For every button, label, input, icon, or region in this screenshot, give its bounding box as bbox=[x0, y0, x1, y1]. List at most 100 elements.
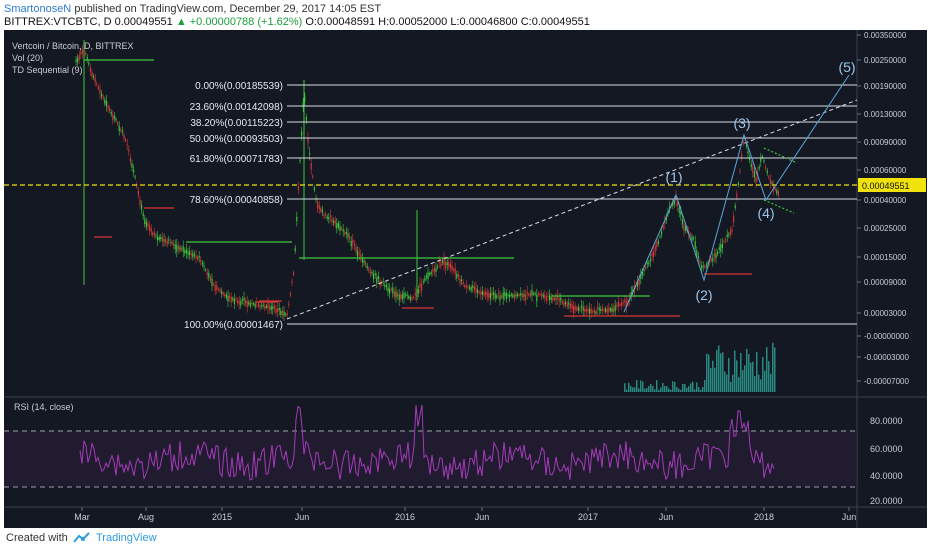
candle-body bbox=[739, 170, 741, 172]
candle-body bbox=[246, 300, 248, 308]
candle-body bbox=[758, 166, 760, 169]
candle-body bbox=[456, 273, 458, 279]
candle-body bbox=[81, 49, 83, 54]
volume-bar bbox=[670, 389, 672, 392]
volume-bar bbox=[718, 345, 720, 392]
volume-bar bbox=[640, 380, 642, 392]
volume-bar bbox=[642, 381, 644, 392]
volume-bar bbox=[646, 387, 648, 392]
ohlc-line: BITTREX:VTCBTC, D 0.00049551 ▲ +0.000007… bbox=[4, 16, 590, 28]
volume-bar bbox=[770, 373, 772, 392]
volume-bar bbox=[768, 361, 770, 392]
candle-body bbox=[425, 275, 427, 278]
candle-body bbox=[669, 206, 671, 209]
candle-body bbox=[390, 288, 392, 290]
candle-body bbox=[326, 216, 328, 219]
volume-bar bbox=[730, 381, 732, 392]
candle-body bbox=[579, 308, 581, 311]
candle-body bbox=[350, 240, 352, 247]
candle-body bbox=[357, 250, 359, 257]
candle-body bbox=[385, 285, 387, 287]
candle-body bbox=[126, 144, 128, 146]
candle-body bbox=[560, 297, 562, 301]
candle-body bbox=[283, 311, 285, 317]
chart-canvas[interactable]: 0.00%(0.00185539) 23.60%(0.00142098) 38.20… bbox=[4, 30, 927, 528]
candle-body bbox=[368, 268, 370, 271]
volume-bar bbox=[636, 380, 638, 392]
candle-body bbox=[177, 246, 179, 249]
rsi-tick-label: 80.0000 bbox=[870, 416, 903, 426]
volume-bar bbox=[706, 353, 708, 392]
candle-body bbox=[187, 251, 189, 255]
candle-body bbox=[675, 196, 677, 201]
candle-body bbox=[123, 135, 125, 139]
candle-body bbox=[141, 204, 143, 210]
candle-body bbox=[678, 207, 680, 213]
candle-body bbox=[461, 279, 463, 281]
candle-body bbox=[320, 208, 322, 212]
candle-body bbox=[673, 200, 675, 204]
candle-body bbox=[755, 177, 757, 184]
candle-body bbox=[777, 191, 779, 196]
candle-body bbox=[752, 166, 754, 173]
candle-body bbox=[585, 308, 587, 312]
volume-bar bbox=[684, 383, 686, 392]
candle-body bbox=[619, 303, 621, 306]
candle-body bbox=[726, 234, 728, 237]
candle-body bbox=[557, 295, 559, 299]
candle-body bbox=[173, 243, 175, 246]
candle-body bbox=[235, 298, 237, 300]
candle-body bbox=[701, 265, 703, 269]
candle-body bbox=[465, 285, 467, 288]
author-link[interactable]: SmartonoseN bbox=[4, 3, 72, 15]
candle-body bbox=[174, 244, 176, 250]
candle-body bbox=[723, 240, 725, 242]
candle-body bbox=[613, 307, 615, 313]
price-tick-label: -0.00000000 bbox=[864, 332, 909, 341]
price-tick-label: 0.00025000 bbox=[864, 224, 907, 233]
candle-body bbox=[243, 297, 245, 301]
candle-body bbox=[113, 115, 115, 119]
candle-body bbox=[115, 118, 117, 121]
candle-body bbox=[475, 287, 477, 293]
candle-body bbox=[509, 294, 511, 298]
candle-body bbox=[171, 242, 173, 244]
wave-path bbox=[623, 74, 850, 313]
volume-bar bbox=[710, 367, 712, 392]
candle-body bbox=[515, 294, 517, 297]
volume-bar bbox=[652, 385, 654, 392]
volume-bar bbox=[774, 347, 776, 392]
chart-frame[interactable]: 0.00%(0.00185539) 23.60%(0.00142098) 38.20… bbox=[4, 30, 927, 528]
volume-bar bbox=[666, 386, 668, 392]
candle-body bbox=[349, 236, 351, 239]
candle-body bbox=[182, 246, 184, 252]
candle-body bbox=[374, 273, 376, 276]
candle-body bbox=[77, 57, 79, 63]
candle-body bbox=[725, 239, 727, 241]
candle-body bbox=[265, 305, 267, 308]
candle-body bbox=[96, 83, 98, 85]
candle-body bbox=[185, 249, 187, 254]
candle-body bbox=[309, 153, 311, 155]
candle-body bbox=[656, 242, 658, 248]
candle-body bbox=[761, 155, 763, 158]
volume-bar bbox=[698, 387, 700, 392]
candle-body bbox=[129, 157, 131, 162]
candle-body bbox=[424, 277, 426, 281]
candle-body bbox=[563, 301, 565, 306]
candle-body bbox=[611, 307, 613, 312]
candle-body bbox=[717, 251, 719, 255]
candle-body bbox=[449, 263, 451, 269]
candle-body bbox=[702, 265, 704, 268]
candle-body bbox=[718, 247, 720, 250]
candle-body bbox=[533, 292, 535, 295]
tradingview-link[interactable]: TradingView bbox=[96, 532, 157, 544]
candle-body bbox=[139, 199, 141, 205]
candle-body bbox=[339, 225, 341, 231]
volume-bar bbox=[704, 380, 706, 392]
candle-body bbox=[473, 286, 475, 290]
candle-body bbox=[731, 229, 733, 232]
candle-body bbox=[99, 89, 101, 94]
candle-body bbox=[643, 269, 645, 271]
candle-body bbox=[737, 182, 739, 186]
